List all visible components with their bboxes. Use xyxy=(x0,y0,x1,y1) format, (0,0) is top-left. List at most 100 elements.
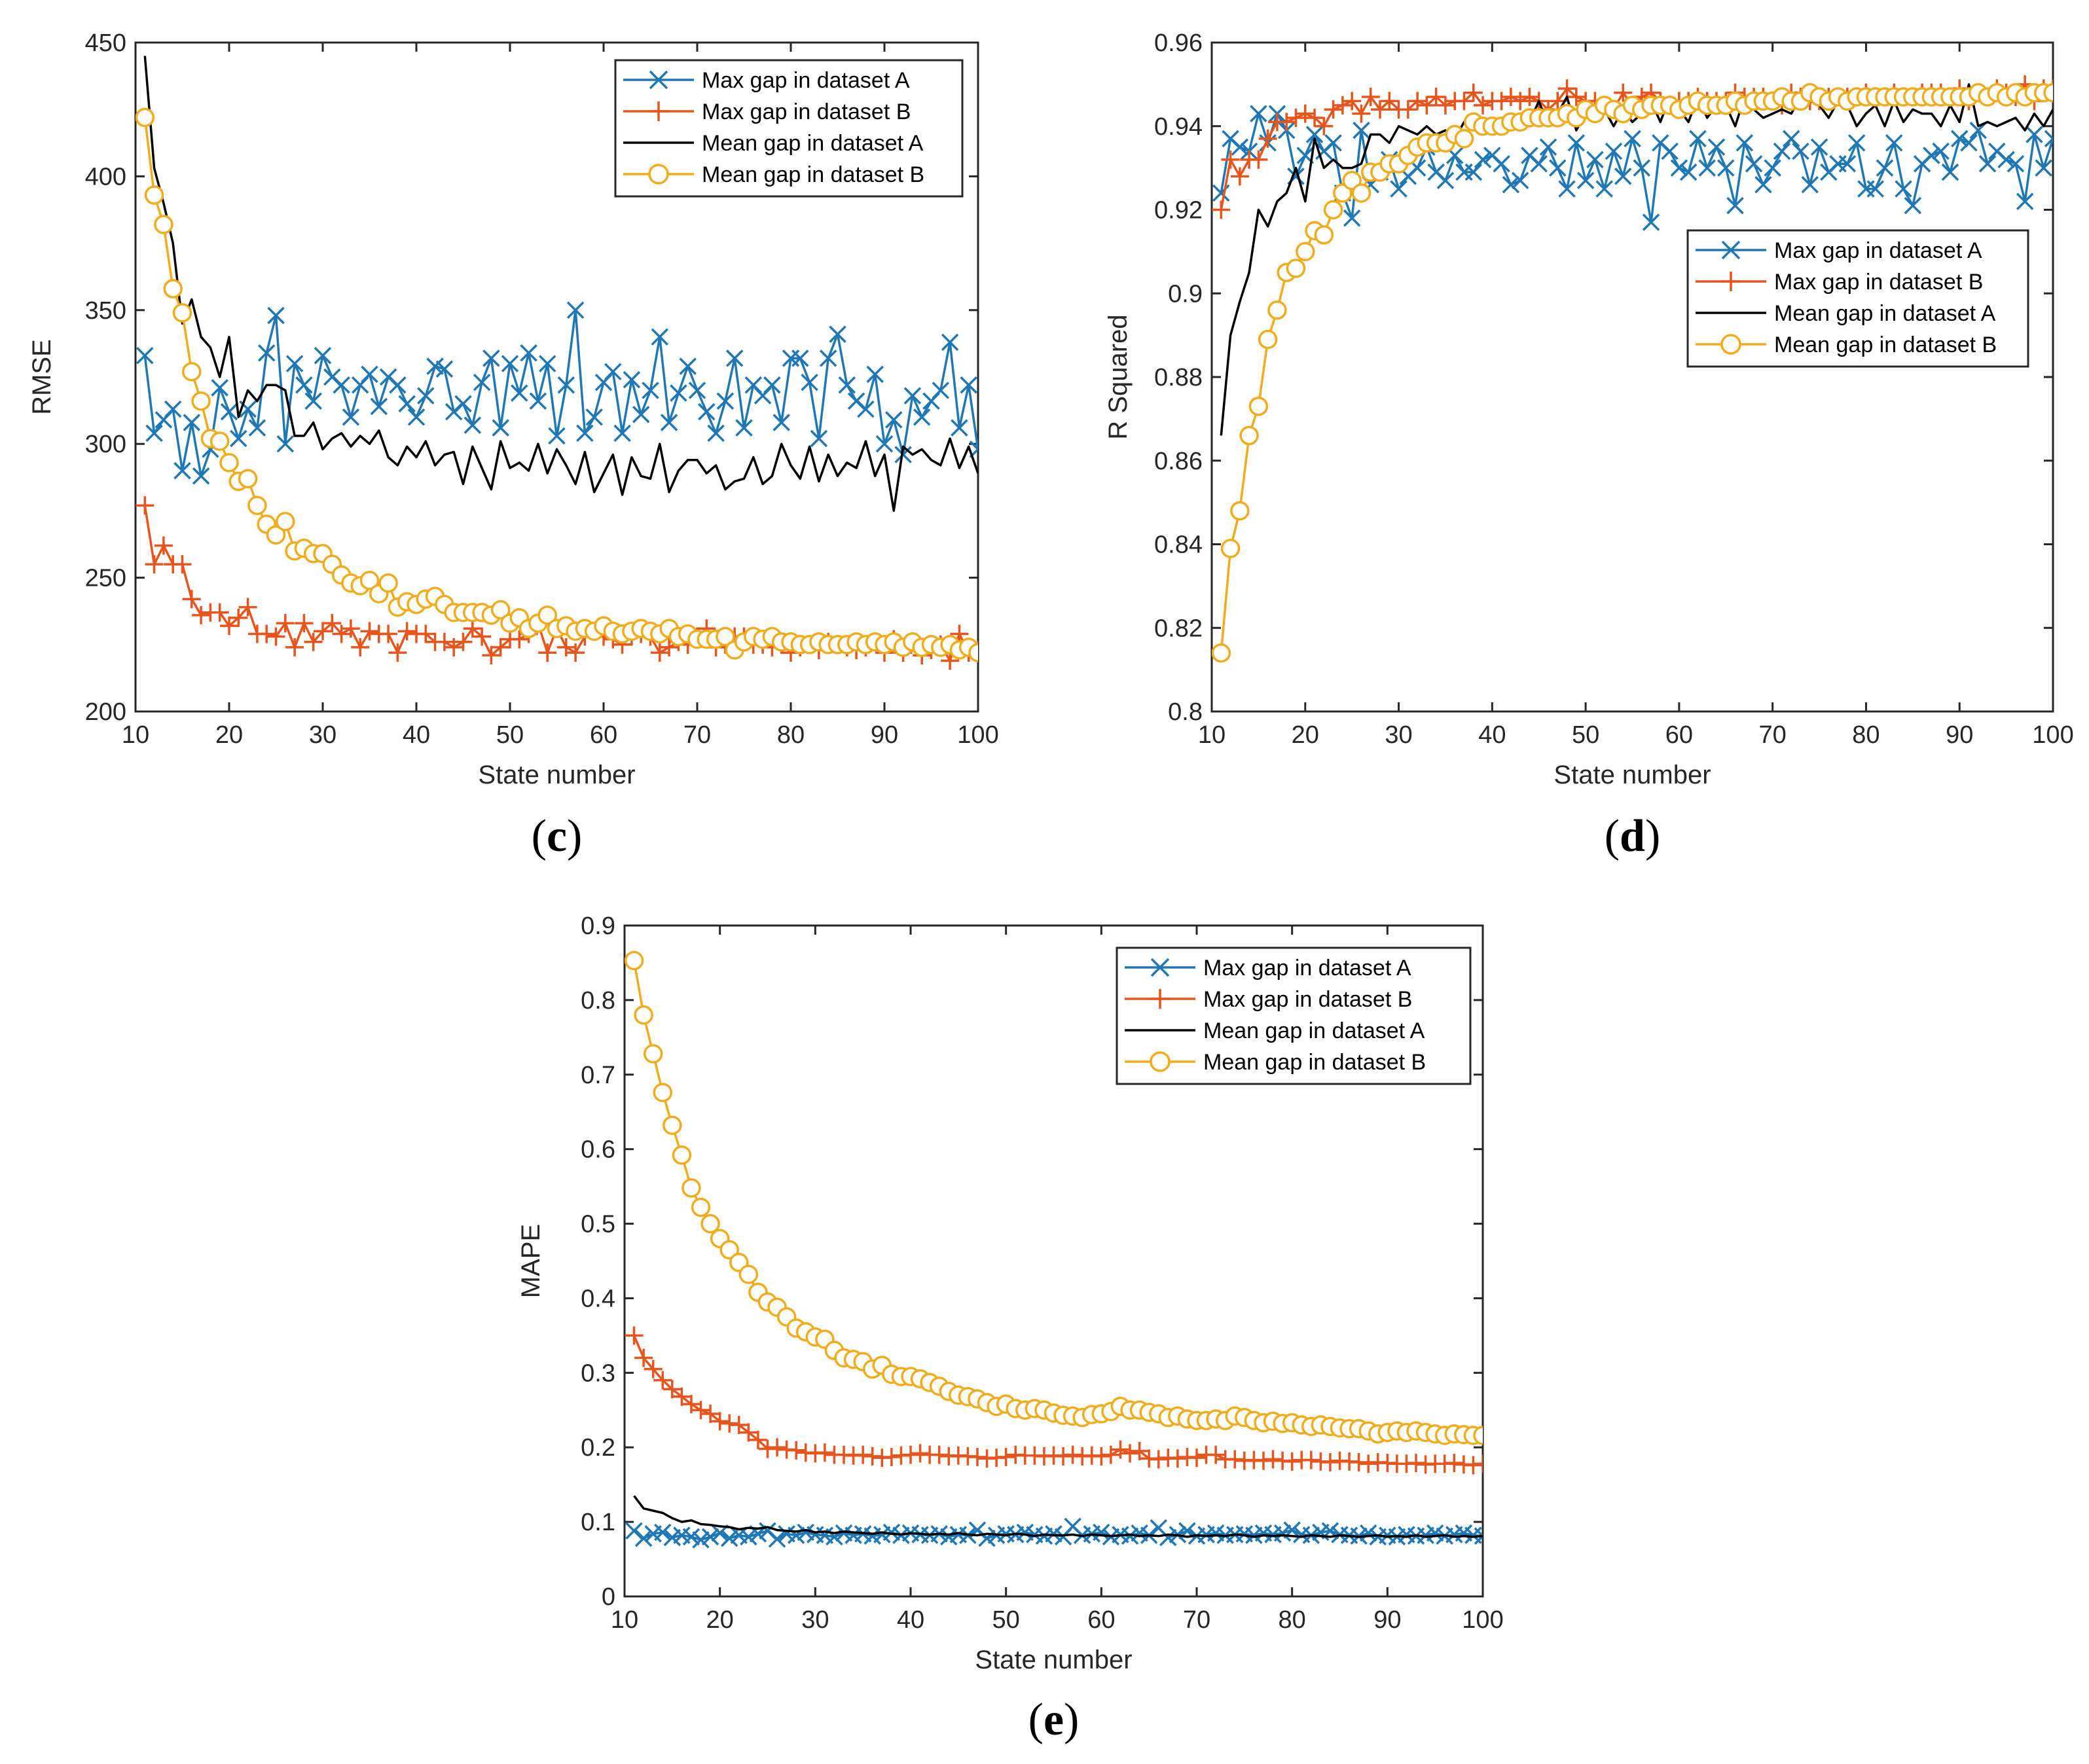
x-tick-label: 30 xyxy=(309,721,336,749)
marker-plus xyxy=(1371,100,1389,119)
marker-x xyxy=(1464,163,1483,181)
series-line xyxy=(143,309,978,478)
marker-plus xyxy=(968,1448,987,1467)
marker-x xyxy=(1150,958,1170,977)
marker-circle xyxy=(1220,539,1241,558)
marker-plus xyxy=(1464,1456,1483,1475)
marker-x xyxy=(838,376,856,394)
x-tick-label: 20 xyxy=(215,721,243,749)
marker-x xyxy=(670,384,687,402)
marker-x xyxy=(1250,105,1267,122)
marker-plus xyxy=(1149,1450,1168,1469)
legend-entry: Mean gap in dataset A xyxy=(1696,301,1996,326)
marker-circle xyxy=(738,1265,759,1284)
series-group xyxy=(1212,75,2053,663)
marker-x xyxy=(1960,134,1978,152)
marker-circle xyxy=(490,600,511,620)
marker-x xyxy=(1866,180,1884,198)
marker-circle xyxy=(1239,425,1259,446)
marker-x xyxy=(829,325,846,343)
marker-x xyxy=(1838,155,1857,173)
legend-label: Max gap in dataset B xyxy=(1774,270,1983,295)
marker-x xyxy=(1231,138,1249,156)
marker-x xyxy=(145,424,163,442)
marker-plus xyxy=(556,638,575,657)
marker-plus xyxy=(463,619,482,638)
marker-plus xyxy=(681,1395,700,1414)
marker-plus xyxy=(739,1423,758,1442)
series-4 xyxy=(625,950,1483,1445)
y-tick-label: 400 xyxy=(85,163,126,190)
x-tick-label: 80 xyxy=(777,721,805,749)
x-tick-label: 60 xyxy=(1665,721,1693,749)
marker-plus xyxy=(397,622,416,641)
marker-plus xyxy=(653,1371,672,1390)
marker-x xyxy=(2016,192,2034,210)
marker-plus xyxy=(136,496,154,515)
marker-x xyxy=(1343,209,1361,227)
panel-label-letter: c xyxy=(547,811,567,861)
marker-x xyxy=(772,414,790,431)
marker-x xyxy=(454,395,472,413)
x-tick-label: 10 xyxy=(122,721,149,749)
marker-x xyxy=(819,350,837,367)
marker-plus xyxy=(1426,88,1445,107)
marker-x xyxy=(1735,134,1754,152)
marker-x xyxy=(1121,1527,1139,1545)
series-2 xyxy=(625,1326,1483,1475)
x-tick-label: 80 xyxy=(1852,721,1880,749)
legend-entry: Mean gap in dataset B xyxy=(1696,333,1997,357)
marker-plus xyxy=(210,603,229,622)
marker-x xyxy=(768,1530,786,1548)
marker-x xyxy=(894,446,912,463)
marker-x xyxy=(1359,1524,1377,1542)
marker-circle xyxy=(1150,1051,1171,1072)
chart-panel-d: 10 20 30 40 50 60 70 80 90 100 0.8 0.82 0.84 0.86 0.88… xyxy=(1104,29,2074,861)
marker-x xyxy=(1530,155,1548,173)
marker-circle xyxy=(663,1115,682,1135)
series-group xyxy=(625,950,1483,1549)
y-tick-label: 0.4 xyxy=(581,1285,615,1312)
series-4 xyxy=(136,107,978,662)
marker-x xyxy=(1567,134,1586,152)
marker-plus xyxy=(649,101,668,121)
marker-x xyxy=(604,363,622,381)
marker-plus xyxy=(1230,167,1249,186)
marker-plus xyxy=(1520,88,1539,107)
x-tick-label: 50 xyxy=(1572,721,1599,749)
legend-entry: Max gap in dataset B xyxy=(623,99,911,124)
legend-label: Mean gap in dataset B xyxy=(1774,333,1997,357)
marker-plus xyxy=(650,643,669,662)
marker-x xyxy=(398,395,416,413)
marker-plus xyxy=(930,1445,949,1464)
legend-label: Mean gap in dataset A xyxy=(702,131,924,156)
marker-x xyxy=(482,350,500,367)
x-tick-label: 50 xyxy=(496,721,524,749)
marker-plus xyxy=(276,614,295,633)
marker-x xyxy=(632,405,650,423)
marker-x xyxy=(740,1528,757,1546)
marker-x xyxy=(557,376,575,394)
plot-frame xyxy=(623,924,1484,1598)
marker-plus xyxy=(1408,92,1427,111)
marker-x xyxy=(885,411,903,429)
panel-label-close: ) xyxy=(567,811,582,861)
panel-label: (d) xyxy=(1605,811,1661,861)
marker-circle xyxy=(716,626,735,647)
marker-x xyxy=(1721,240,1741,260)
marker-circle xyxy=(1323,200,1343,220)
marker-x xyxy=(725,350,744,367)
marker-x xyxy=(654,1523,672,1541)
legend-entry: Max gap in dataset A xyxy=(1696,238,1982,263)
marker-x xyxy=(1159,1528,1177,1547)
marker-x xyxy=(257,344,276,362)
panel-label-open: ( xyxy=(1028,1695,1044,1745)
marker-circle xyxy=(1212,643,1231,663)
marker-x xyxy=(1941,163,1959,181)
marker-plus xyxy=(491,638,510,657)
marker-x xyxy=(642,382,659,399)
marker-x xyxy=(1997,151,2015,169)
marker-x xyxy=(1782,130,1800,148)
marker-circle xyxy=(634,1005,653,1025)
marker-x xyxy=(1426,1524,1444,1542)
